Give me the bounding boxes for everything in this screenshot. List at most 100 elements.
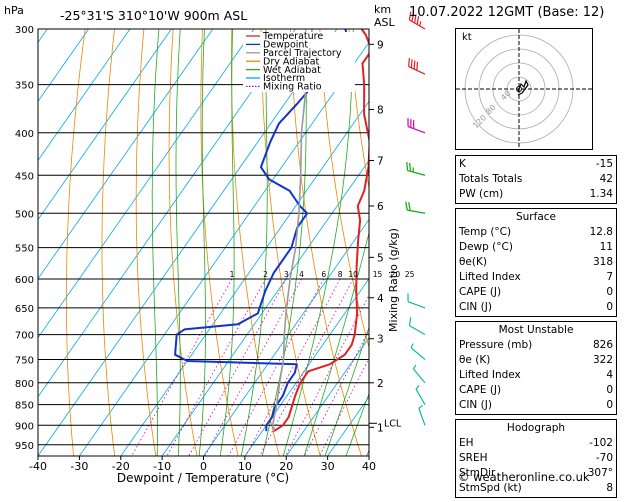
wet-adiabat-line: [345, 392, 369, 456]
wind-barb: [407, 118, 426, 134]
row-label: Lifted Index: [459, 271, 521, 283]
row-value: 0: [606, 399, 613, 411]
row-label: Temp (°C): [459, 226, 512, 238]
hodo-ring-label: 40: [499, 89, 513, 103]
x-tick-label: 40: [362, 460, 376, 473]
wind-barb: [412, 364, 426, 384]
mixing-ratio-label: 25: [405, 270, 415, 279]
mixing-ratio-line: [204, 278, 302, 456]
row-label: CIN (J): [459, 301, 492, 313]
legend-label: Mixing Ratio: [263, 82, 322, 93]
row-value: 42: [599, 173, 613, 185]
isotherm-line: [38, 29, 214, 280]
pressure-tick-label: 950: [15, 441, 34, 452]
km-tick-label: 8: [377, 104, 384, 116]
isotherm-line: [285, 337, 369, 456]
hpa-axis-label: hPa: [4, 4, 24, 17]
pressure-tick-label: 800: [15, 379, 34, 390]
row-label: Totals Totals: [459, 173, 523, 185]
mixing-ratio-line: [259, 278, 354, 456]
dry-adiabat-line: [348, 29, 369, 190]
x-axis-title: Dewpoint / Temperature (°C): [117, 471, 289, 485]
hodo-storm-motion: [516, 86, 522, 92]
x-tick-label: -10: [153, 460, 171, 473]
wind-barb: [408, 11, 426, 30]
datetime-label: 10.07.2022 12GMT (Base: 12): [409, 5, 605, 20]
stats-panel: K -15 Totals Totals 42 PW (cm) 1.34 Surface…: [455, 155, 617, 502]
mixing-ratio-line: [188, 278, 287, 456]
row-value: 0: [606, 301, 613, 313]
dry-adiabat-line: [66, 29, 86, 456]
mixing-ratio-axis-title: Mixing Ratio (g/kg): [387, 228, 400, 332]
x-tick-label: 10: [238, 460, 252, 473]
hodo-ring-label: 80: [484, 103, 498, 117]
pressure-tick-label: 600: [15, 275, 34, 286]
row-value: 322: [592, 354, 613, 366]
isotherm-line: [38, 29, 131, 162]
indices-box: K -15 Totals Totals 42 PW (cm) 1.34: [455, 155, 617, 204]
wind-barb: [405, 201, 426, 214]
hodo-ring-label: 120: [471, 113, 488, 130]
km-tick-label: 5: [377, 252, 384, 264]
pressure-tick-label: 400: [15, 129, 34, 140]
dry-adiabat-line: [200, 29, 239, 456]
surface-row: Dewp (°C) 11: [459, 240, 613, 255]
isotherm-line: [38, 29, 89, 102]
row-value: 7: [606, 271, 613, 283]
mixing-ratio-line: [228, 278, 325, 456]
wind-barb: [408, 57, 426, 75]
hodo-row: StmDir 307°: [459, 466, 613, 481]
mixing-ratio-label: 3: [284, 270, 289, 279]
row-label: Dewp (°C): [459, 241, 513, 253]
x-tick-label: 0: [200, 460, 207, 473]
row-label: θe (K): [459, 354, 491, 366]
mu-row: Lifted Index 4: [459, 368, 613, 383]
pressure-tick-label: 350: [15, 81, 34, 92]
wind-barbs: [405, 11, 426, 426]
mixing-ratio-line: [166, 278, 266, 456]
hodo-row: SREH -70: [459, 451, 613, 466]
row-value: -70: [595, 452, 613, 464]
location-title: -25°31'S 310°10'W 900m ASL: [60, 8, 247, 23]
pressure-tick-label: 750: [15, 356, 34, 367]
row-label: Lifted Index: [459, 369, 521, 381]
isotherm-line: [38, 29, 296, 398]
x-tick-label: 20: [279, 460, 293, 473]
row-label: Pressure (mb): [459, 339, 533, 351]
wind-barb: [418, 404, 426, 426]
mixing-ratio-label: 15: [373, 270, 383, 279]
x-tick-label: -20: [112, 460, 130, 473]
isotherm-line: [244, 278, 369, 456]
row-value: 8: [606, 482, 613, 494]
wet-adiabat-line: [151, 29, 160, 456]
surface-row: Lifted Index 7: [459, 270, 613, 285]
isotherm-line: [161, 159, 369, 456]
dry-adiabat-line: [101, 29, 116, 456]
isotherm-line: [38, 29, 48, 43]
row-value: -15: [595, 158, 613, 170]
surface-row: Temp (°C) 12.8: [459, 225, 613, 240]
dry-adiabat-line: [168, 29, 198, 456]
wind-barb: [415, 385, 426, 405]
isotherm-line: [120, 100, 369, 456]
most-unstable-box: Most Unstable Pressure (mb) 826 θe (K) 322…: [455, 321, 617, 415]
pressure-tick-label: 700: [15, 331, 34, 342]
credit-link[interactable]: © weatheronline.co.uk: [458, 470, 590, 484]
row-label: CIN (J): [459, 399, 492, 411]
surface-row: CIN (J) 0: [459, 300, 613, 315]
isotherm-line: [38, 29, 172, 221]
row-label: PW (cm): [459, 188, 504, 200]
indices-row-tt: Totals Totals 42: [459, 172, 613, 187]
hodograph-plot: kt 40 80 120: [456, 29, 592, 149]
indices-row-pw: PW (cm) 1.34: [459, 187, 613, 202]
km-tick-label: 9: [377, 39, 384, 51]
row-value: -102: [589, 437, 613, 449]
row-label: EH: [459, 437, 474, 449]
x-tick-label: -40: [29, 460, 47, 473]
x-tick-label: -30: [70, 460, 88, 473]
row-value: 0: [606, 384, 613, 396]
mixing-ratio-label: 4: [299, 270, 304, 279]
dewpoint-profile: [174, 29, 351, 432]
profile-lines: [174, 29, 369, 433]
row-value: 4: [606, 369, 613, 381]
